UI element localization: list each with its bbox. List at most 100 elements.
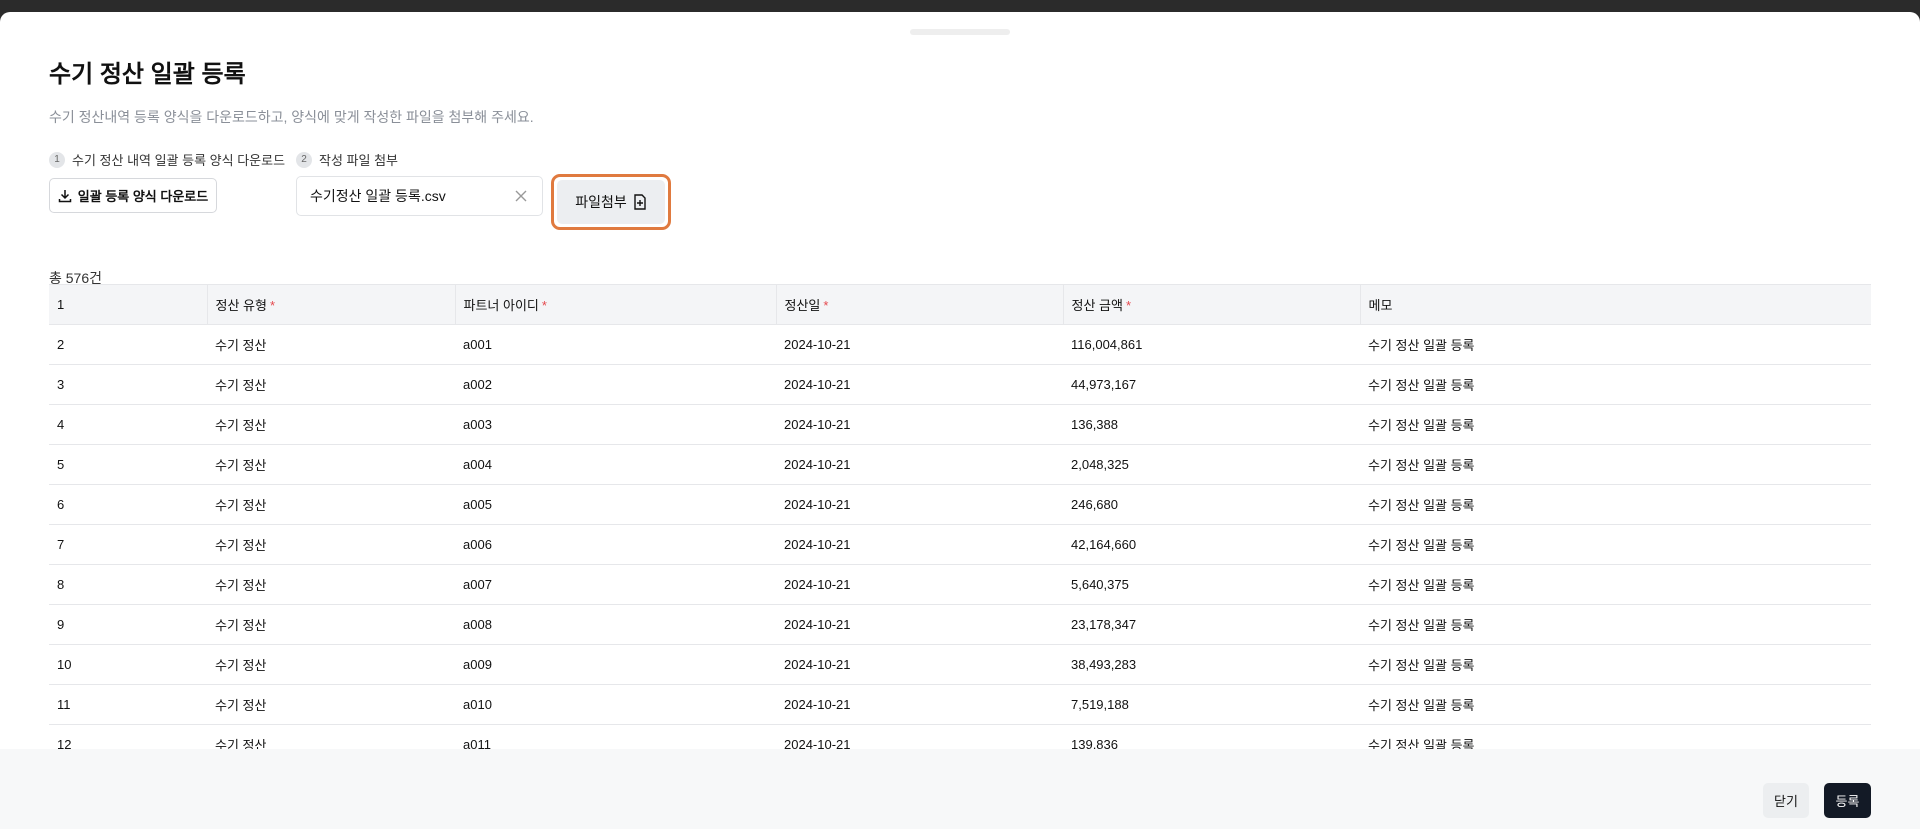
table-cell: 5 xyxy=(49,444,207,485)
table-cell: 수기 정산 일괄 등록 xyxy=(1360,364,1871,405)
table-cell: 수기 정산 xyxy=(207,484,455,525)
step: 1 수기 정산 내역 일괄 등록 양식 다운로드 xyxy=(49,150,285,169)
table-row: 4 수기 정산 a003 2024-10-21 136,388 수기 정산 일괄 등록 xyxy=(49,404,1871,445)
table-cell: 10 xyxy=(49,644,207,685)
table-cell: 수기 정산 xyxy=(207,324,455,365)
required-mark: * xyxy=(541,298,547,313)
table-cell: 23,178,347 xyxy=(1063,604,1360,645)
header-cell: 메모 xyxy=(1359,284,1871,325)
table-cell: 2,048,325 xyxy=(1063,444,1360,485)
step-number: 1 xyxy=(49,151,65,168)
table-cell: 수기 정산 xyxy=(207,444,455,485)
table-cell: 7 xyxy=(49,524,207,565)
required-mark: * xyxy=(823,298,829,313)
table-row: 5 수기 정산 a004 2024-10-21 2,048,325 수기 정산 일괄 등록 xyxy=(49,444,1871,485)
table-cell: 2024-10-21 xyxy=(776,324,1063,365)
table-cell: 수기 정산 일괄 등록 xyxy=(1360,484,1871,525)
table-cell: a006 xyxy=(455,524,776,565)
table-cell: 2024-10-21 xyxy=(776,404,1063,445)
table-cell: 수기 정산 일괄 등록 xyxy=(1360,684,1871,725)
table-row: 2 수기 정산 a001 2024-10-21 116,004,861 수기 정산 일괄 … xyxy=(49,324,1871,365)
header-text: 파트너 아이디 xyxy=(463,298,539,313)
table-cell: 2024-10-21 xyxy=(776,524,1063,565)
clear-icon[interactable] xyxy=(512,187,530,205)
table-cell: 2024-10-21 xyxy=(776,684,1063,725)
table-cell: 2024-10-21 xyxy=(776,484,1063,525)
table-cell: 136,388 xyxy=(1063,404,1360,445)
table-row: 10 수기 정산 a009 2024-10-21 38,493,283 수기 정산 일괄 … xyxy=(49,644,1871,685)
table-row: 9 수기 정산 a008 2024-10-21 23,178,347 수기 정산 일괄 등… xyxy=(49,604,1871,645)
table-cell: 3 xyxy=(49,364,207,405)
table-row: 11 수기 정산 a010 2024-10-21 7,519,188 수기 정산 일괄 등… xyxy=(49,684,1871,725)
table-cell: 수기 정산 xyxy=(207,364,455,405)
table-cell: 44,973,167 xyxy=(1063,364,1360,405)
header-cell: 정산일 * xyxy=(775,284,1063,325)
table-cell: 수기 정산 일괄 등록 xyxy=(1360,604,1871,645)
table-cell: 수기 정산 일괄 등록 xyxy=(1360,524,1871,565)
table-cell: 5,640,375 xyxy=(1063,564,1360,605)
step-number: 2 xyxy=(296,151,312,168)
drag-handle xyxy=(910,29,1010,35)
header-cell: 정산 유형 * xyxy=(206,284,455,325)
table-cell: 수기 정산 일괄 등록 xyxy=(1360,644,1871,685)
step: 2 작성 파일 첨부 xyxy=(296,150,398,169)
file-input[interactable]: 수기정산 일괄 등록.csv xyxy=(296,176,543,216)
download-icon xyxy=(58,189,72,202)
header-cell: 1 xyxy=(49,284,207,325)
table-cell: a008 xyxy=(455,604,776,645)
table-row: 6 수기 정산 a005 2024-10-21 246,680 수기 정산 일괄 등록 xyxy=(49,484,1871,525)
data-table: 1 정산 유형 * 파트너 아이디 * 정산일 * 정산 금액 * 메모 2 수기 정산 a001 20… xyxy=(49,284,1871,765)
table-cell: 11 xyxy=(49,684,207,725)
table-cell: 8 xyxy=(49,564,207,605)
table-cell: 2024-10-21 xyxy=(776,644,1063,685)
table-cell: 수기 정산 xyxy=(207,524,455,565)
download-button[interactable]: 일괄 등록 양식 다운로드 xyxy=(49,178,217,213)
table-cell: a010 xyxy=(455,684,776,725)
file-icon xyxy=(634,194,646,210)
step-label: 수기 정산 내역 일괄 등록 양식 다운로드 xyxy=(72,153,286,168)
table-cell: 9 xyxy=(49,604,207,645)
table-cell: 수기 정산 일괄 등록 xyxy=(1360,324,1871,365)
button-label: 파일첨부 xyxy=(575,194,627,210)
table-cell: a001 xyxy=(455,324,776,365)
step-label: 작성 파일 첨부 xyxy=(319,153,398,168)
attach-inner: 파일첨부 xyxy=(557,180,665,224)
subtitle: 수기 정산내역 등록 양식을 다운로드하고, 양식에 맞게 작성한 파일을 첨부… xyxy=(49,109,534,125)
table-cell: 수기 정산 xyxy=(207,604,455,645)
table-row: 8 수기 정산 a007 2024-10-21 5,640,375 수기 정산 일괄 등록 xyxy=(49,564,1871,605)
total-count: 총 576건 xyxy=(49,270,103,286)
submit-button[interactable]: 등록 xyxy=(1824,783,1871,818)
header-cell: 정산 금액 * xyxy=(1062,284,1360,325)
table-cell: 수기 정산 xyxy=(207,644,455,685)
table-cell: 7,519,188 xyxy=(1063,684,1360,725)
table-cell: 2024-10-21 xyxy=(776,444,1063,485)
table-cell: 2024-10-21 xyxy=(776,364,1063,405)
table-cell: 수기 정산 일괄 등록 xyxy=(1360,444,1871,485)
header-cell: 파트너 아이디 * xyxy=(454,284,776,325)
header-row: 1 정산 유형 * 파트너 아이디 * 정산일 * 정산 금액 * 메모 xyxy=(49,284,1871,325)
required-mark: * xyxy=(1125,298,1132,313)
table-cell: 수기 정산 xyxy=(207,564,455,605)
title: 수기 정산 일괄 등록 xyxy=(49,61,246,88)
modal: 수기 정산 일괄 등록 수기 정산내역 등록 양식을 다운로드하고, 양식에 맞… xyxy=(0,12,1920,829)
header-text: 메모 xyxy=(1368,298,1393,313)
attach-button[interactable]: 파일첨부 xyxy=(551,174,671,230)
table-cell: a002 xyxy=(455,364,776,405)
close-button[interactable]: 닫기 xyxy=(1763,783,1809,818)
table-cell: a007 xyxy=(455,564,776,605)
header-text: 정산 유형 xyxy=(215,298,267,313)
header-text: 1 xyxy=(57,297,65,312)
table-cell: 2 xyxy=(49,324,207,365)
table-cell: a009 xyxy=(455,644,776,685)
table-cell: 수기 정산 xyxy=(207,684,455,725)
table-cell: 수기 정산 일괄 등록 xyxy=(1360,404,1871,445)
table-cell: 4 xyxy=(49,404,207,445)
table-cell: 116,004,861 xyxy=(1063,324,1360,365)
table-cell: 42,164,660 xyxy=(1063,524,1360,565)
header-text: 정산일 xyxy=(784,298,821,313)
button-label: 일괄 등록 양식 다운로드 xyxy=(77,189,209,204)
table-cell: 38,493,283 xyxy=(1063,644,1360,685)
table-cell: a005 xyxy=(455,484,776,525)
table-row: 7 수기 정산 a006 2024-10-21 42,164,660 수기 정산 일괄 등… xyxy=(49,524,1871,565)
